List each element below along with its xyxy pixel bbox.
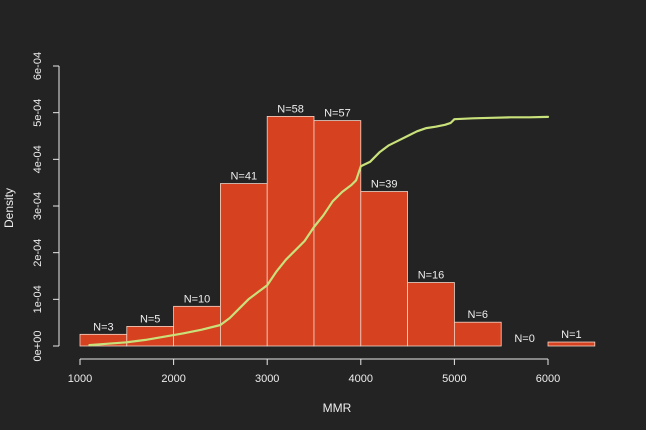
cumulative-curve xyxy=(88,115,550,347)
y-tick-label: 1e-04 xyxy=(32,285,44,313)
y-axis-title: Density xyxy=(2,188,16,228)
x-tick-label: 3000 xyxy=(255,373,279,385)
bar-count-label: N=5 xyxy=(140,313,161,325)
bar-count-label: N=58 xyxy=(277,103,304,115)
y-tick-label: 2e-04 xyxy=(32,239,44,267)
x-tick-label: 4000 xyxy=(349,373,373,385)
bar-count-label: N=6 xyxy=(468,309,489,321)
x-axis-title: MMR xyxy=(323,401,352,415)
bar-count-label: N=57 xyxy=(324,108,351,120)
bar-count-label: N=10 xyxy=(184,293,211,305)
bar-count-label: N=16 xyxy=(418,270,445,282)
histogram-bar xyxy=(360,191,408,347)
axes-layer: 1000 2000 3000 4000 5000 6000 0e+00 1e-04 2e-04 3… xyxy=(32,52,560,385)
bar-count-label: N=39 xyxy=(371,179,398,191)
histogram-bar xyxy=(547,341,596,347)
bar-labels-layer: N=3 N=5 N=10 N=41 N=58 N=57 N=39 N=16 N=6 N=0 N=1 xyxy=(93,103,582,345)
curve-layer xyxy=(88,115,550,347)
y-tick-label: 6e-04 xyxy=(32,52,44,80)
bar-count-label: N=1 xyxy=(561,329,582,341)
histogram-bar xyxy=(313,120,362,347)
bar-count-label: N=0 xyxy=(514,333,535,345)
y-tick-label: 3e-04 xyxy=(32,192,44,220)
histogram-bar xyxy=(219,183,268,347)
y-tick-label: 4e-04 xyxy=(32,145,44,173)
histogram-bar xyxy=(266,116,315,347)
bar-count-label: N=3 xyxy=(93,321,114,333)
x-tick-label: 5000 xyxy=(442,373,466,385)
histogram-bar xyxy=(407,282,455,347)
histogram-bar xyxy=(453,321,502,347)
x-tick-label: 2000 xyxy=(161,373,185,385)
x-tick-label: 6000 xyxy=(536,373,560,385)
y-tick-label: 0e+00 xyxy=(32,331,44,362)
x-tick-label: 1000 xyxy=(68,373,92,385)
bar-count-label: N=41 xyxy=(230,171,257,183)
bars-layer xyxy=(79,116,596,347)
y-tick-label: 5e-04 xyxy=(32,99,44,127)
